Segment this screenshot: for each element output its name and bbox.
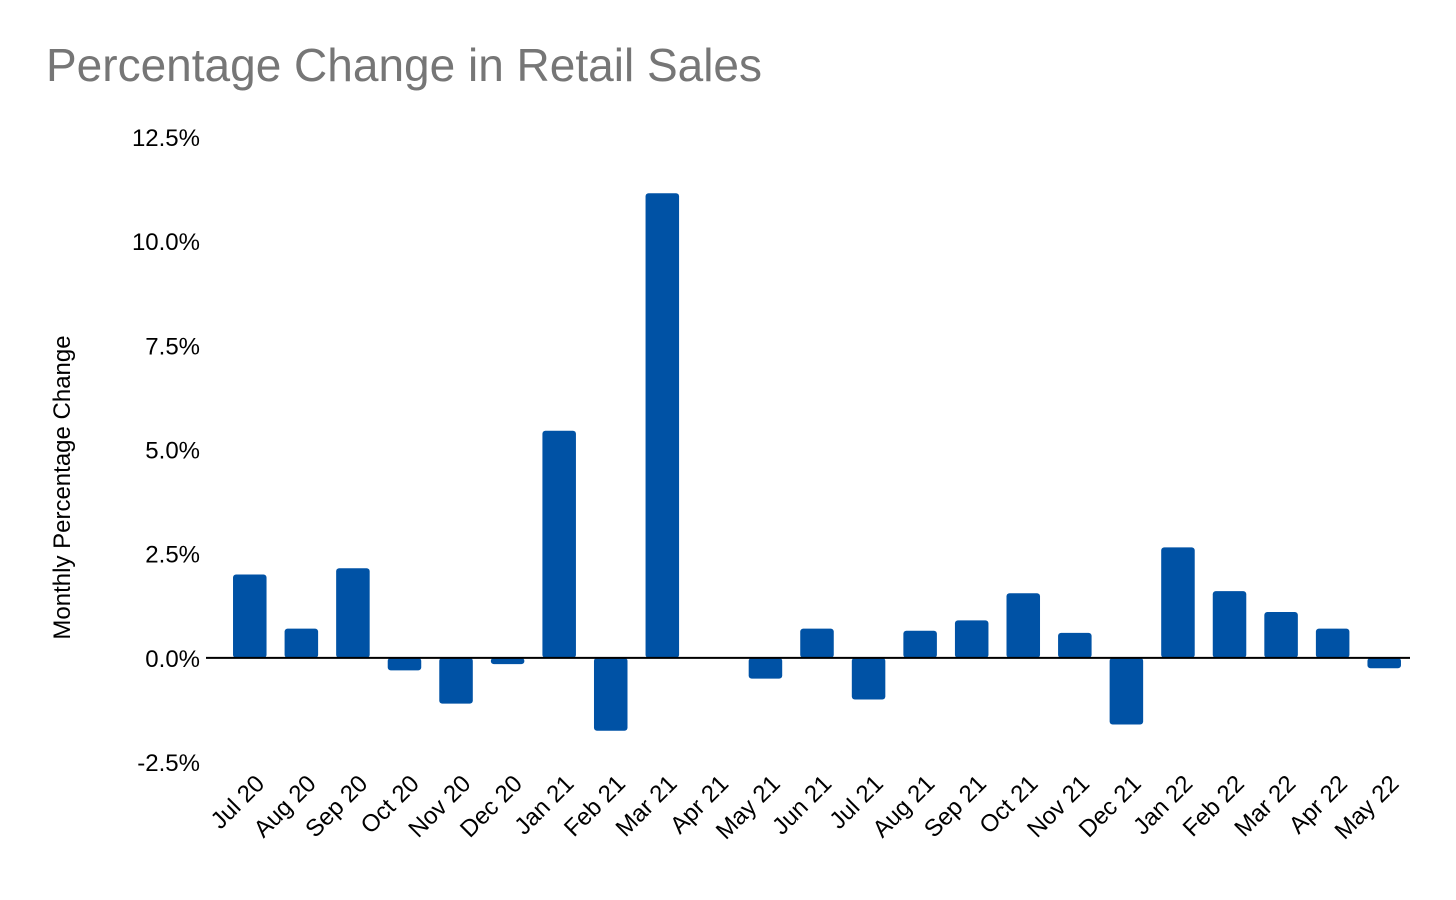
y-axis-ticks: -2.5% 0.0% 2.5% 5.0% 7.5% 10.0% 12.5% [132,125,200,777]
bar-jan-22 [1161,547,1195,658]
bar-oct-21 [1006,593,1041,658]
bar-feb-21 [593,657,628,731]
bar-aug-21 [903,630,937,658]
y-tick-label: 10.0% [132,229,200,256]
y-tick-label: 2.5% [145,542,200,569]
bar-sep-20 [336,568,370,658]
bar-dec-20 [490,657,525,665]
bar-may-22 [1367,657,1401,669]
y-tick-label: 12.5% [132,125,200,152]
bar-jun-21 [800,628,834,658]
bar-aug-20 [284,628,319,658]
y-tick-label: 5.0% [145,438,200,465]
y-tick-label: -2.5% [137,750,200,777]
bar-may-21 [748,657,783,679]
y-tick-label: 0.0% [145,646,200,673]
bar-jul-20 [233,574,267,658]
bar-jul-21 [851,657,886,700]
bar-oct-20 [387,657,422,671]
bar-sep-21 [954,620,989,658]
y-tick-label: 7.5% [145,333,200,360]
bar-nov-20 [439,657,473,704]
bar-nov-21 [1058,632,1092,658]
bar-feb-22 [1212,591,1247,658]
chart-title: Percentage Change in Retail Sales [46,39,763,91]
bar-mar-21 [645,193,680,658]
x-tick-label: Jun 21 [767,770,837,840]
bars-group [233,193,1401,731]
bar-dec-21 [1109,657,1144,725]
y-axis-title: Monthly Percentage Change [49,335,76,639]
bar-jan-21 [542,430,576,658]
bar-apr-22 [1315,628,1350,658]
bar-mar-22 [1264,612,1298,658]
